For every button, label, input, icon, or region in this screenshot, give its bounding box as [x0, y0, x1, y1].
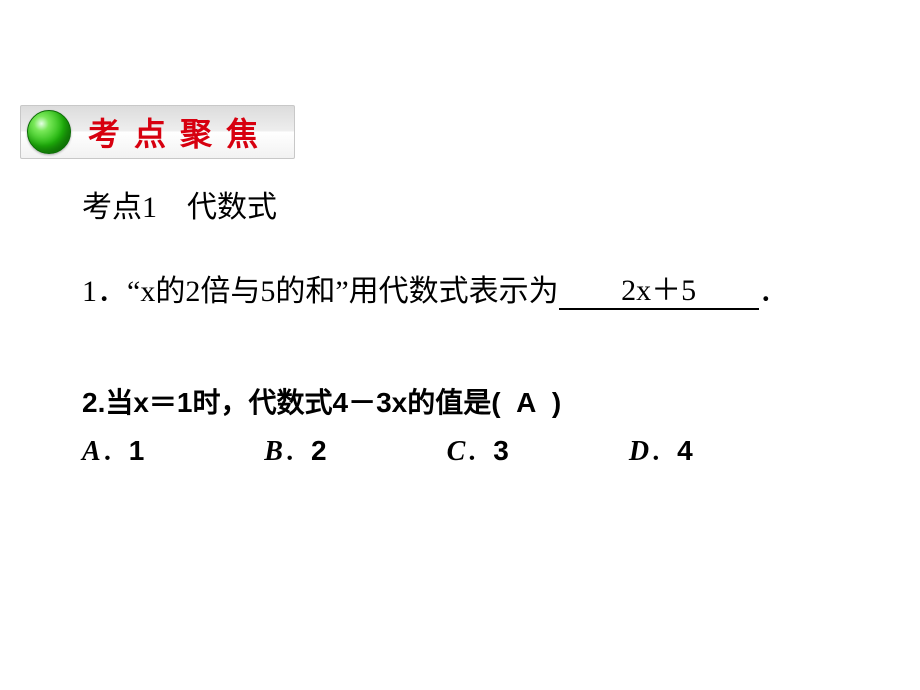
content-area: 考点1 代数式 1．“x的2倍与5的和”用代数式表示为2x＋5． 2.当x＝1时… — [82, 182, 872, 469]
sphere-icon — [27, 110, 71, 154]
q1-blank-answer: 2x＋5 — [559, 276, 759, 310]
option-letter: D — [629, 436, 649, 468]
badge-char: 点 — [134, 116, 166, 152]
option-value: 1 — [129, 435, 145, 467]
option-letter: C — [447, 436, 466, 468]
option-a: A．1 — [82, 429, 144, 469]
section-badge-text: 考 点 聚 焦 — [85, 109, 261, 155]
badge-char: 焦 — [226, 116, 258, 152]
question-2-stem: 2.当x＝1时，代数式4－3x的值是( A ) — [82, 381, 872, 421]
section-badge: 考 点 聚 焦 — [20, 105, 295, 159]
question-2-options: A．1 B．2 C．3 D．4 — [82, 429, 872, 469]
option-c: C．3 — [447, 429, 509, 469]
option-letter: B — [264, 436, 283, 468]
option-b: B．2 — [264, 429, 326, 469]
option-value: 2 — [311, 435, 327, 467]
q2-stem-after: ) — [552, 387, 561, 418]
badge-char: 聚 — [180, 116, 212, 152]
q2-paren-answer: A — [516, 387, 536, 418]
option-dot: ． — [101, 429, 129, 469]
option-value: 4 — [677, 435, 693, 467]
option-d: D．4 — [629, 429, 693, 469]
q1-prefix: 1．“x的2倍与5的和”用代数式表示为 — [82, 275, 559, 308]
option-dot: ． — [283, 429, 311, 469]
question-1: 1．“x的2倍与5的和”用代数式表示为2x＋5． — [82, 266, 872, 311]
option-dot: ． — [649, 429, 677, 469]
option-value: 3 — [493, 435, 509, 467]
option-letter: A — [82, 436, 101, 468]
option-dot: ． — [465, 429, 493, 469]
q2-stem-before: 2.当x＝1时，代数式4－3x的值是( — [82, 387, 501, 418]
q1-suffix: ． — [759, 275, 789, 308]
topic-heading: 考点1 代数式 — [82, 182, 872, 226]
slide-page: 考 点 聚 焦 考点1 代数式 1．“x的2倍与5的和”用代数式表示为2x＋5．… — [0, 0, 920, 690]
badge-char: 考 — [88, 116, 120, 152]
